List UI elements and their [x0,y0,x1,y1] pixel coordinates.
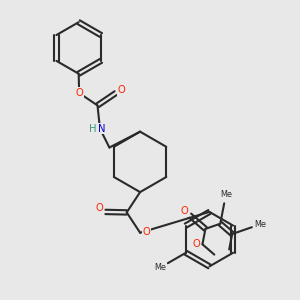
Text: N: N [98,124,106,134]
Text: O: O [181,206,188,216]
Text: Me: Me [254,220,266,229]
Text: O: O [143,227,150,237]
Text: O: O [95,203,103,213]
Text: O: O [192,239,200,249]
Text: H: H [89,124,97,134]
Text: Me: Me [154,263,166,272]
Text: O: O [75,88,83,98]
Text: O: O [118,85,126,95]
Text: Me: Me [220,190,232,199]
